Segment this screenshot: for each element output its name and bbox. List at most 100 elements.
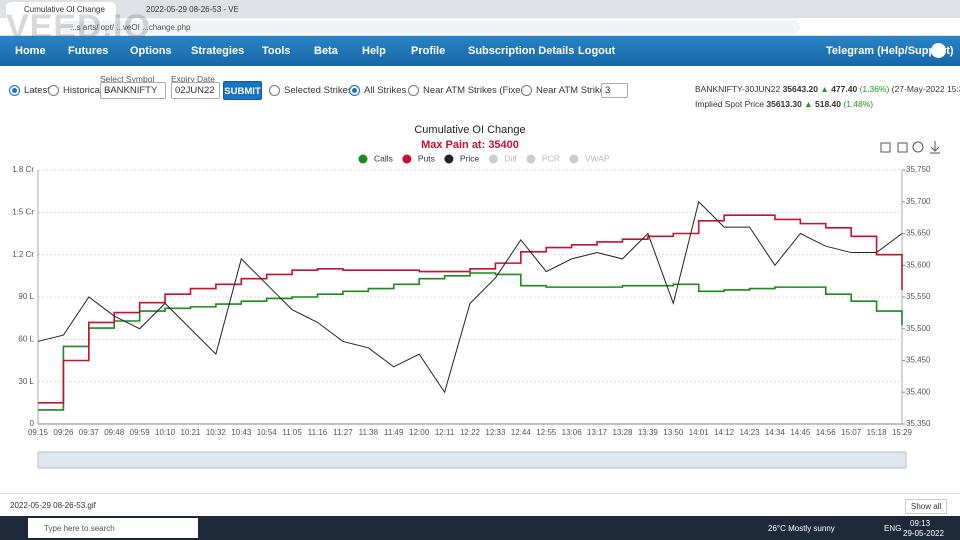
tool-icon[interactable] (897, 142, 908, 153)
change: 477.40 (831, 84, 858, 94)
change: 518.40 (814, 99, 841, 109)
text: BANKNIFTY-30JUN22 (695, 84, 781, 94)
y2-tick-label: 35,600 (906, 260, 931, 269)
radio[interactable] (349, 85, 360, 96)
y2-tick-label: 35,400 (906, 387, 931, 396)
quote-row: Implied Spot Price 35613.30 ▲ 518.40 (1.… (695, 97, 960, 112)
x-tick-label: 13:17 (587, 428, 608, 437)
legend-marker (569, 154, 579, 164)
legend-label[interactable]: Calls (374, 153, 393, 163)
nav-link[interactable]: Futures (68, 45, 109, 57)
radio-label: Near ATM Strikes (536, 85, 610, 96)
legend-marker (358, 154, 368, 164)
chart-subtitle: Max Pain at: 35400 (421, 139, 519, 151)
expiry-select[interactable]: 02JUN22 (171, 82, 220, 99)
nav-link[interactable]: Profile (411, 45, 446, 57)
nav-link[interactable]: Strategies (191, 45, 245, 57)
x-tick-label: 14:56 (816, 428, 837, 437)
url-field[interactable]: ...s arts/ opt/ ...veOI ...change.php (60, 21, 800, 34)
download-bar: 2022-05-29 08-26-53.gif Show all (0, 493, 960, 516)
legend-marker (526, 154, 536, 164)
x-tick-label: 11:49 (384, 428, 404, 437)
x-tick-label: 09:48 (104, 428, 125, 437)
text: Implied Spot Price (695, 99, 764, 109)
chart-title: Cumulative OI Change (414, 124, 525, 136)
price: 35643.20 (782, 84, 819, 94)
y2-tick-label: 35,550 (906, 292, 931, 301)
zoom-slider[interactable] (37, 451, 907, 469)
x-tick-label: 13:28 (612, 428, 633, 437)
x-tick-label: 10:32 (206, 428, 227, 437)
nav-link[interactable]: Tools (262, 45, 291, 57)
radio[interactable] (521, 85, 532, 96)
timestamp: (27-May-2022 15:30 ) (891, 84, 960, 94)
legend-marker (402, 154, 412, 164)
nav-link[interactable]: Logout (578, 45, 616, 57)
x-tick-label: 11:16 (308, 428, 328, 437)
y-tick-label: 0 (30, 419, 35, 428)
telegram-icon[interactable] (931, 43, 946, 58)
y2-tick-label: 35,500 (906, 324, 931, 333)
x-tick-label: 12:22 (460, 428, 481, 437)
nav-link[interactable]: Beta (314, 45, 338, 57)
y-tick-label: 90 L (18, 292, 34, 301)
radio-label: Historical (63, 85, 103, 96)
series-line (37, 200, 903, 394)
x-tick-label: 12:11 (435, 428, 455, 437)
nav-link[interactable]: Help (362, 45, 386, 57)
clock-date[interactable]: 29-05-2022 (903, 529, 944, 538)
legend-marker (488, 154, 498, 164)
tab[interactable]: Cumulative OI Change (6, 2, 116, 18)
arrow: ▲ (820, 84, 829, 94)
tab[interactable]: 2022-05-29 08-26-53 - VEED (146, 5, 238, 14)
x-tick-label: 15:18 (867, 428, 888, 437)
y2-tick-label: 35,650 (906, 229, 931, 238)
nav-link[interactable]: Telegram (Help/Support) (826, 45, 954, 57)
field-label: Expiry Date (171, 74, 215, 84)
radio[interactable] (48, 85, 59, 96)
arrow: ▲ (804, 99, 813, 109)
x-tick-label: 11:38 (359, 428, 379, 437)
y-tick-label: 1.8 Cr (12, 165, 34, 174)
nav-link[interactable]: Subscription Details (468, 45, 575, 57)
radio[interactable] (408, 85, 419, 96)
toolbox (880, 141, 940, 154)
download-item[interactable]: 2022-05-29 08-26-53.gif (10, 501, 96, 510)
legend-label[interactable]: Diff (504, 153, 517, 163)
x-tick-label: 09:26 (53, 428, 74, 437)
weather[interactable]: 26°C Mostly sunny (768, 524, 835, 533)
x-tick-label: 10:10 (155, 428, 176, 437)
x-tick-label: 15:29 (892, 428, 913, 437)
submit-button[interactable]: SUBMIT (223, 81, 262, 100)
x-tick-label: 14:45 (790, 428, 811, 437)
x-tick-label: 13:50 (663, 428, 684, 437)
clock-time[interactable]: 09:13 (910, 519, 931, 528)
y-tick-label: 60 L (18, 334, 34, 343)
series-line (38, 214, 903, 404)
legend-label[interactable]: Puts (418, 153, 435, 163)
radio[interactable] (269, 85, 280, 96)
y2-tick-label: 35,750 (906, 165, 931, 174)
pct: (1.36%) (859, 84, 890, 94)
search-box[interactable]: Type here to search (28, 518, 198, 538)
radio[interactable] (9, 85, 20, 96)
tool-icon[interactable] (930, 141, 940, 154)
tool-icon[interactable] (880, 142, 891, 153)
nav-link[interactable]: Options (130, 45, 172, 57)
language[interactable]: ENG (884, 524, 902, 533)
x-tick-label: 14:23 (740, 428, 761, 437)
strike-count-input[interactable]: 3 (601, 83, 628, 98)
nav-link[interactable]: Home (15, 45, 46, 57)
tool-icon[interactable] (912, 141, 924, 153)
legend-label[interactable]: Price (460, 153, 480, 163)
legend-label[interactable]: PCR (542, 153, 560, 163)
legend-marker (444, 154, 454, 164)
x-tick-label: 10:43 (231, 428, 252, 437)
legend-label[interactable]: VWAP (585, 153, 610, 163)
symbol-select[interactable]: BANKNIFTY (100, 82, 166, 99)
x-tick-label: 09:59 (130, 428, 151, 437)
chart: Cumulative OI Change Max Pain at: 35400 … (12, 124, 940, 469)
show-all[interactable]: Show all (905, 499, 948, 514)
x-tick-label: 09:15 (28, 428, 49, 437)
